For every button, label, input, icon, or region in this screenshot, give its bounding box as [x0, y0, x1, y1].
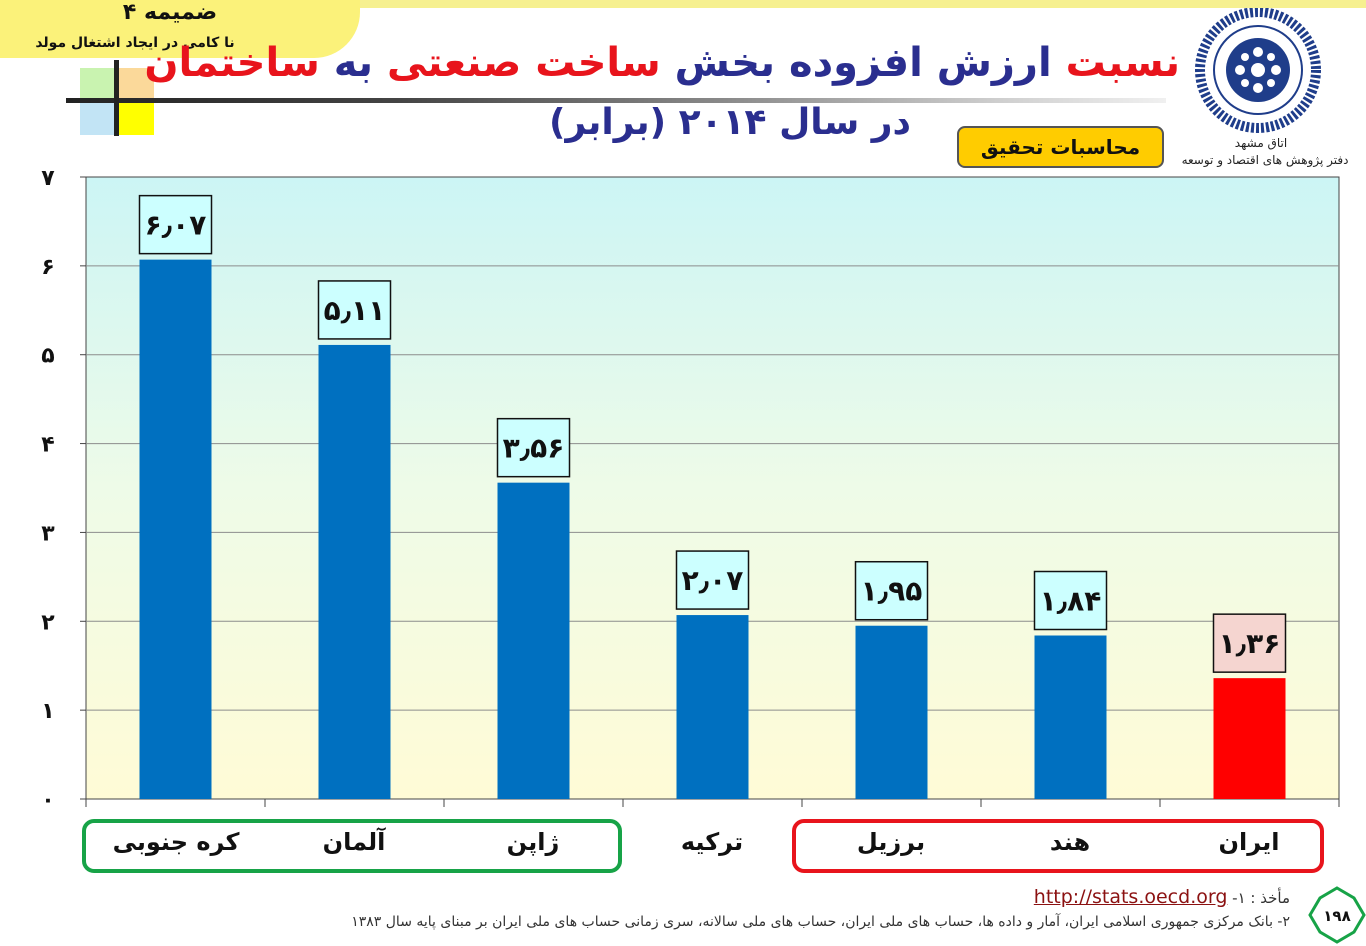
y-tick-label: ١: [41, 699, 54, 724]
bar: [139, 259, 212, 799]
chamber-logo: [1195, 8, 1321, 133]
category-label: کره جنوبی: [112, 828, 240, 856]
source-prefix: مأخذ : ١-: [1232, 889, 1290, 907]
title-part: نسبت: [1051, 40, 1180, 86]
data-label: ۵٫۱۱: [324, 294, 386, 327]
bar: [497, 482, 570, 799]
chart-title: نسبت ارزش افزوده بخش ساخت صنعتی به ساختم…: [144, 40, 1180, 86]
title-part: ارزش افزوده بخش: [660, 40, 1052, 86]
deco-square-yellow: [118, 102, 154, 135]
y-tick-label: ۴: [41, 433, 54, 458]
category-label: آلمان: [322, 828, 386, 856]
source-note: ٢- بانک مرکزی جمهوری اسلامی ایران، آمار …: [351, 914, 1290, 930]
data-label-box: [317, 280, 392, 340]
bar: [1213, 678, 1286, 799]
bar-chart: ٠ ١ ٢ ٣ ۴ ۵ ۶ ٧ ۶٫۰۷ ۵٫۱۱ ۳٫۵۶ ۲٫۰۷ ۱٫۹۵ ۱٫۸۴ ۱٫۳۶: [41, 166, 1340, 813]
data-label-box: [138, 194, 213, 255]
source-line: مأخذ : ١- http://stats.oecd.org: [1010, 886, 1290, 908]
top-band: [0, 0, 1366, 8]
y-tick-label: ٣: [41, 521, 55, 546]
annex-title: ضمیمه ۴: [122, 0, 218, 25]
title-part: به: [319, 40, 374, 86]
calculation-badge: محاسبات تحقیق: [957, 126, 1164, 168]
source-link[interactable]: http://stats.oecd.org: [1033, 886, 1228, 908]
group-box-green: [82, 819, 622, 873]
data-label-box: [854, 560, 929, 621]
y-tick-label: ۶: [41, 255, 54, 280]
data-label: ۱٫۳۶: [1219, 627, 1281, 660]
category-label: ترکیه: [680, 828, 744, 856]
bar: [318, 344, 391, 799]
data-label: ۳٫۵۶: [503, 432, 565, 465]
deco-divider-line: [66, 98, 1166, 103]
annex-subtitle: نا کامی در ایجاد اشتغال مولد: [35, 35, 235, 51]
org-department: دفتر پژوهش های اقتصاد و توسعه: [1181, 153, 1349, 167]
bar: [855, 625, 928, 799]
bar: [676, 615, 749, 799]
deco-square-orange: [118, 68, 154, 101]
category-label: برزیل: [856, 828, 926, 856]
bar: [1034, 635, 1107, 799]
y-tick-label: ٢: [41, 610, 55, 635]
category-label: هند: [1049, 828, 1091, 856]
data-label-box: [496, 417, 571, 478]
data-label: ۶٫۰۷: [145, 209, 207, 242]
data-label: ۱٫۸۴: [1040, 585, 1102, 618]
data-label: ۲٫۰۷: [682, 564, 744, 597]
title-part: ساختمان: [144, 40, 320, 86]
deco-square-blue: [80, 102, 116, 135]
page-number-badge: ۱۹۸: [1308, 886, 1366, 944]
y-tick-label: ۵: [41, 344, 54, 369]
group-box-red: [792, 819, 1324, 873]
data-label-box: [675, 550, 750, 610]
page-number: ۱۹۸: [1323, 907, 1350, 925]
org-name: اتاق مشهد: [1234, 136, 1288, 150]
deco-vertical-line: [114, 60, 119, 136]
data-label: ۱٫۹۵: [861, 575, 923, 608]
annex-tab: ضمیمه ۴ نا کامی در ایجاد اشتغال مولد: [0, 0, 360, 58]
deco-square-green: [80, 68, 116, 101]
y-tick-label: ٠: [41, 788, 54, 813]
data-label-box: [1033, 570, 1108, 631]
y-tick-label: ٧: [41, 166, 55, 191]
chart-subtitle: در سال ۲۰۱۴ (برابر): [549, 102, 911, 143]
category-label: ایران: [1218, 828, 1280, 856]
category-label: ژاپن: [506, 828, 560, 856]
data-label-box: [1212, 613, 1287, 673]
title-part: ساخت صنعتی: [373, 40, 661, 86]
